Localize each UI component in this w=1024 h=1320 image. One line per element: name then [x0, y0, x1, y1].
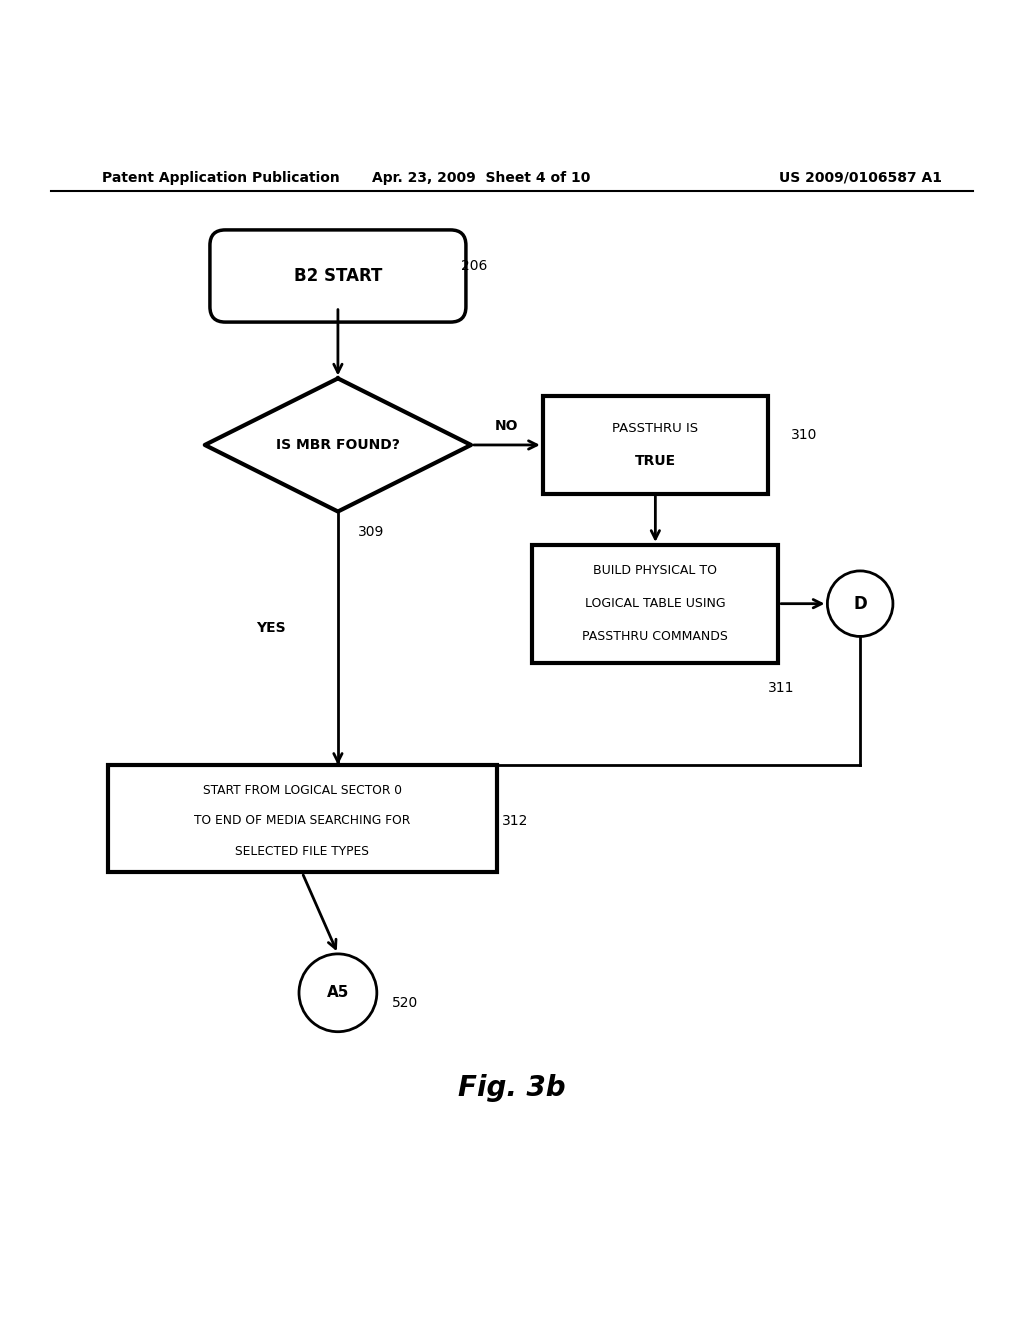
Text: TRUE: TRUE — [635, 454, 676, 469]
Text: Fig. 3b: Fig. 3b — [458, 1074, 566, 1102]
Text: 309: 309 — [358, 525, 385, 539]
Bar — [532, 545, 778, 663]
Text: 311: 311 — [768, 681, 795, 696]
Text: START FROM LOGICAL SECTOR 0: START FROM LOGICAL SECTOR 0 — [203, 784, 401, 796]
Text: TO END OF MEDIA SEARCHING FOR: TO END OF MEDIA SEARCHING FOR — [194, 814, 411, 828]
Text: 520: 520 — [392, 997, 419, 1010]
Text: BUILD PHYSICAL TO: BUILD PHYSICAL TO — [593, 565, 718, 577]
Text: PASSTHRU COMMANDS: PASSTHRU COMMANDS — [583, 630, 728, 643]
Text: 206: 206 — [461, 259, 487, 273]
Text: NO: NO — [496, 418, 518, 433]
Circle shape — [827, 572, 893, 636]
Text: PASSTHRU IS: PASSTHRU IS — [612, 422, 698, 436]
Bar — [543, 396, 768, 494]
Bar — [108, 766, 497, 873]
Text: IS MBR FOUND?: IS MBR FOUND? — [276, 438, 399, 451]
FancyBboxPatch shape — [210, 230, 466, 322]
Text: Patent Application Publication: Patent Application Publication — [102, 170, 340, 185]
Text: US 2009/0106587 A1: US 2009/0106587 A1 — [779, 170, 942, 185]
Circle shape — [299, 954, 377, 1032]
Text: D: D — [853, 595, 867, 612]
Text: Apr. 23, 2009  Sheet 4 of 10: Apr. 23, 2009 Sheet 4 of 10 — [372, 170, 591, 185]
Text: A5: A5 — [327, 985, 349, 1001]
Text: B2 START: B2 START — [294, 267, 382, 285]
Text: LOGICAL TABLE USING: LOGICAL TABLE USING — [585, 597, 726, 610]
Text: 310: 310 — [791, 428, 817, 442]
Text: 312: 312 — [502, 813, 528, 828]
Text: SELECTED FILE TYPES: SELECTED FILE TYPES — [236, 845, 369, 858]
Polygon shape — [205, 379, 471, 512]
Text: YES: YES — [257, 620, 286, 635]
